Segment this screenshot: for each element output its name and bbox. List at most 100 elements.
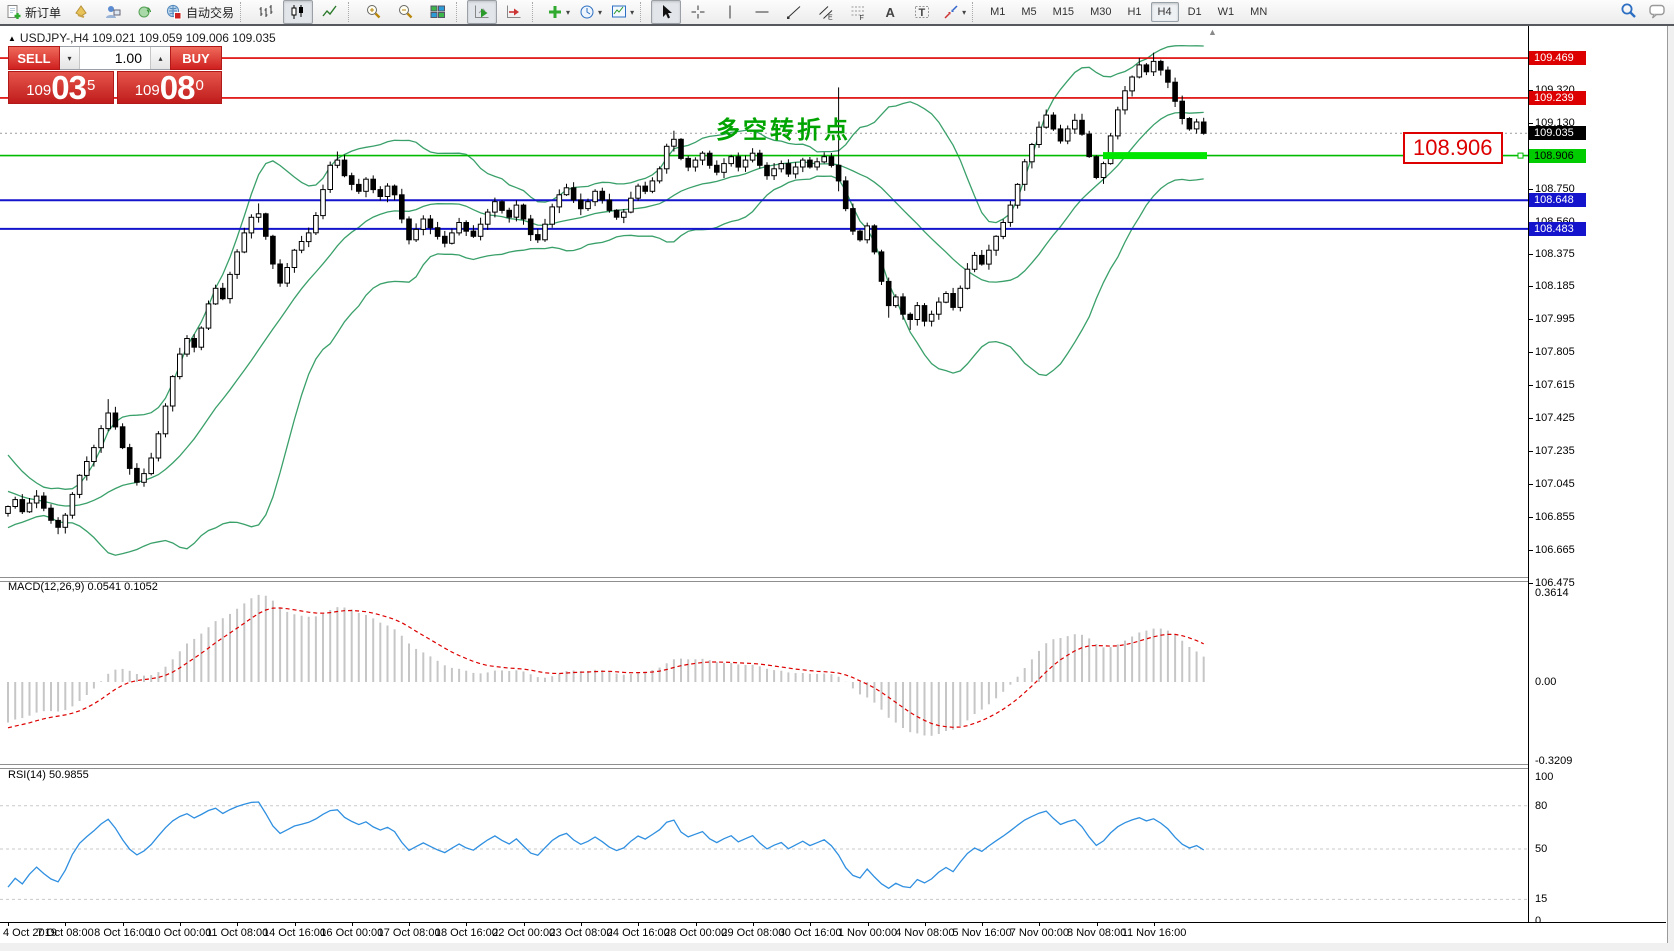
time-tick-label: 18 Oct 16:00 [434,927,498,939]
price-tick-label: 107.425 [1535,412,1575,425]
horizontal-line-icon [753,3,771,21]
periods-button[interactable]: ▾ [575,0,605,24]
arrows-caret-icon[interactable]: ▾ [962,7,967,17]
time-tick-label: 23 Oct 08:00 [549,927,613,939]
indicators-caret-icon[interactable]: ▾ [566,7,571,17]
virtual-hosting-icon [72,3,90,21]
time-tick-label: 16 Oct 00:00 [320,927,384,939]
volume-decrease-button[interactable]: ▾ [60,47,80,69]
periods-icon [578,3,596,21]
auto-scroll-button[interactable] [467,0,498,24]
time-tick-mark [1154,923,1155,926]
price-line-label: 108.648 [1529,193,1586,208]
bar-chart-button[interactable] [251,0,281,24]
tile-windows-button[interactable] [423,0,453,24]
periods-caret-icon[interactable]: ▾ [598,7,603,17]
sell-price-tile[interactable]: 109 03 5 [8,71,114,104]
toolbar-separator [240,2,248,22]
price-tick-label: 106.855 [1535,510,1575,523]
price-tick-mark [1529,549,1533,551]
pane-separator[interactable] [0,764,1666,769]
sell-button[interactable]: SELL [8,46,60,70]
volume-input[interactable] [80,47,150,69]
price-tick-mark [1529,418,1533,420]
timeframe-m15-button[interactable]: M15 [1052,6,1075,18]
text-label-icon: T [913,3,931,21]
text-button[interactable]: A [875,0,905,24]
time-tick-label: 4 Oct 2019 [3,927,57,939]
buy-price-base: 109 [134,82,160,99]
timeframe-w1-button[interactable]: W1 [1217,6,1235,18]
timeframe-mn-button[interactable]: MN [1250,6,1268,18]
price-axis[interactable]: 109.510109.320109.130108.940108.750108.5… [1529,26,1666,927]
title-arrow-icon[interactable]: ▲ [8,34,16,43]
new-order-button[interactable]: 新订单 [1,0,64,24]
timeframe-m30-button[interactable]: M30 [1090,6,1112,18]
time-tick-mark [409,923,411,926]
chart-area[interactable] [0,27,1528,922]
buy-price-tile[interactable]: 109 08 0 [116,71,222,104]
trendline-button[interactable] [779,0,809,24]
vertical-line-icon [721,3,739,21]
time-axis[interactable]: 4 Oct 2019 7 Oct 08:00 8 Oct 16:00 10 Oct 0… [0,922,1666,942]
price-callout-box[interactable]: 108.906 [1403,132,1503,164]
price-tick-mark [1529,319,1533,321]
time-tick-label: 5 Nov 16:00 [952,927,1012,939]
zoom-in-button[interactable] [359,0,389,24]
cursor-icon [657,3,675,21]
chart-shift-button[interactable] [499,0,529,24]
news-button[interactable] [130,0,160,24]
chat-button[interactable] [1648,2,1666,20]
window-bottom-edge [0,943,1674,951]
pane-separator[interactable] [0,577,1666,582]
horizontal-line-button[interactable] [747,0,777,24]
volume-increase-button[interactable]: ▴ [150,47,170,69]
timeframe-h4-button[interactable]: H4 [1150,2,1179,22]
fibonacci-button[interactable]: F [843,0,873,24]
arrows-button[interactable]: ▾ [939,0,969,24]
line-chart-button[interactable] [315,0,345,24]
sell-price-sup: 5 [86,77,96,94]
time-tick-mark [122,923,124,926]
candlestick-chart-button[interactable] [283,0,314,24]
chart-annotation-text[interactable]: 多空转折点 [716,117,851,144]
signals-button[interactable] [98,0,128,24]
time-tick-mark [695,923,697,926]
rsi-tick-label: 50 [1535,843,1548,855]
text-label-button[interactable]: T [907,0,937,24]
equidistant-channel-button[interactable]: E [811,0,841,24]
time-tick-label: 28 Oct 00:00 [664,927,728,939]
indicators-button[interactable]: ▾ [543,0,573,24]
svg-text:F: F [860,15,864,21]
price-tick-mark [1529,582,1533,584]
zoom-out-button[interactable] [391,0,421,24]
chart-shift-marker-icon[interactable]: ▲ [1208,27,1217,37]
virtual-hosting-button[interactable] [66,0,96,24]
rsi-tick-label: 15 [1535,893,1548,906]
templates-button[interactable]: ▾ [607,0,637,24]
templates-caret-icon[interactable]: ▾ [630,7,635,17]
cursor-button[interactable] [651,0,682,24]
time-tick-mark [8,923,9,926]
crosshair-button[interactable] [683,0,713,24]
search-button[interactable] [1620,2,1638,20]
time-tick-mark [924,923,926,926]
autotrading-label: 自动交易 [186,5,235,20]
timeframe-h1-button[interactable]: H1 [1127,6,1142,18]
bar-chart-icon [257,3,275,21]
vertical-line-button[interactable] [715,0,745,24]
line-chart-icon [321,3,339,21]
timeframe-d1-button[interactable]: D1 [1187,6,1202,18]
signals-icon [104,3,122,21]
trendline-icon [785,3,803,21]
timeframe-m1-button[interactable]: M1 [990,6,1006,18]
timeframe-m5-button[interactable]: M5 [1021,6,1037,18]
indicators-icon [546,3,564,21]
autotrading-button[interactable]: 自动交易 [162,0,237,24]
buy-button[interactable]: BUY [170,46,222,70]
price-tick-label: 107.805 [1535,346,1575,359]
text-icon: A [881,3,899,21]
price-tick-label: 108.750 [1535,182,1575,195]
svg-text:E: E [828,15,833,22]
